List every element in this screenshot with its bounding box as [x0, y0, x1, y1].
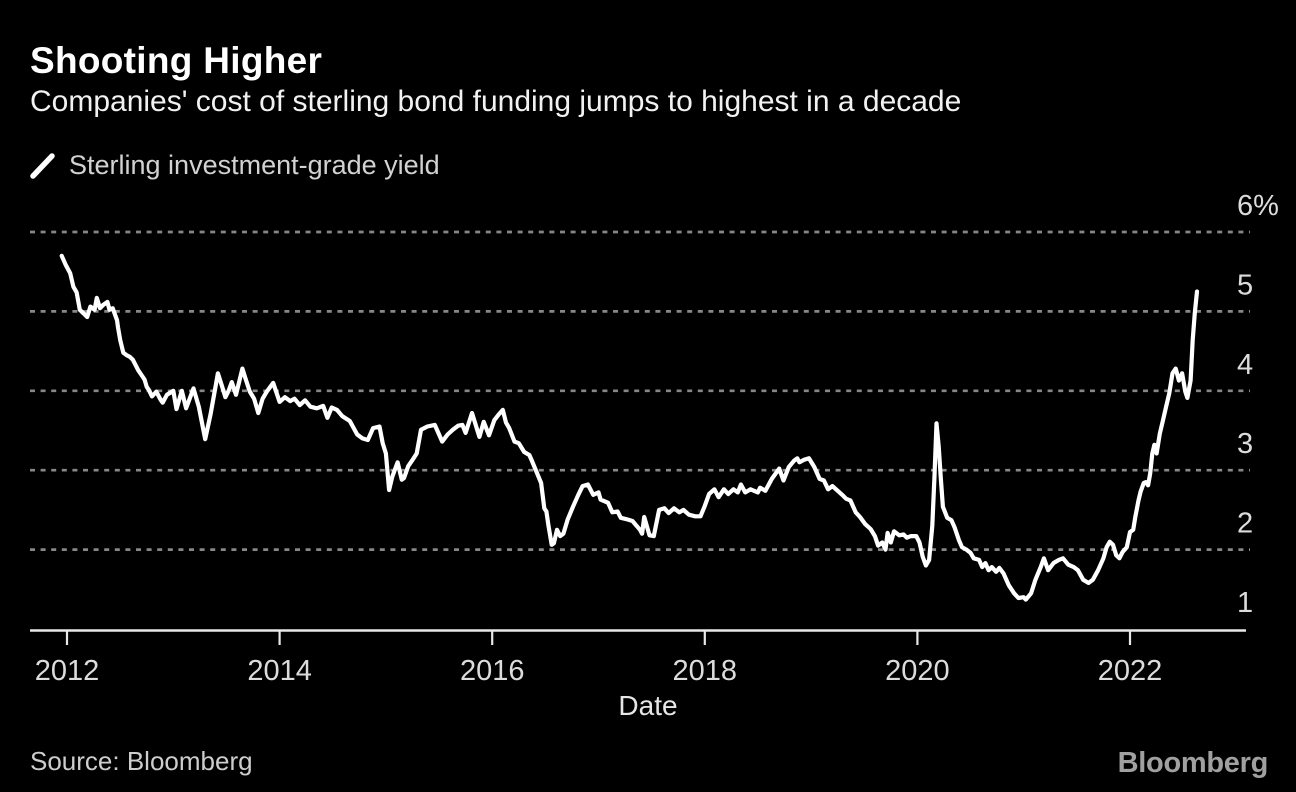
x-tick-label-2020: 2020 [885, 655, 950, 687]
y-tick-label-5: 5 [1237, 269, 1253, 301]
y-tick-label-3: 3 [1237, 428, 1253, 460]
legend-label: Sterling investment-grade yield [69, 150, 440, 180]
x-tick-label-2018: 2018 [673, 655, 738, 687]
chart-title: Shooting Higher [30, 40, 323, 81]
y-tick-label-4: 4 [1237, 349, 1253, 381]
source-label: Source: Bloomberg [30, 746, 253, 776]
x-tick-label-2016: 2016 [460, 655, 525, 687]
y-tick-label-6: 6% [1237, 190, 1279, 222]
y-tick-label-1: 1 [1237, 587, 1253, 619]
x-tick-label-2022: 2022 [1098, 655, 1163, 687]
series-sterling-investment-grade-yield [59, 253, 1200, 602]
bloomberg-logo: Bloomberg [1117, 747, 1269, 779]
legend-line-marker-icon [30, 152, 55, 179]
chart-subtitle: Companies' cost of sterling bond funding… [30, 85, 962, 118]
x-axis-title: Date [618, 690, 678, 721]
legend: Sterling investment-grade yield [30, 152, 440, 179]
x-tick-label-2014: 2014 [247, 655, 312, 687]
x-tick-label-2012: 2012 [35, 655, 100, 687]
y-tick-label-2: 2 [1237, 508, 1253, 540]
